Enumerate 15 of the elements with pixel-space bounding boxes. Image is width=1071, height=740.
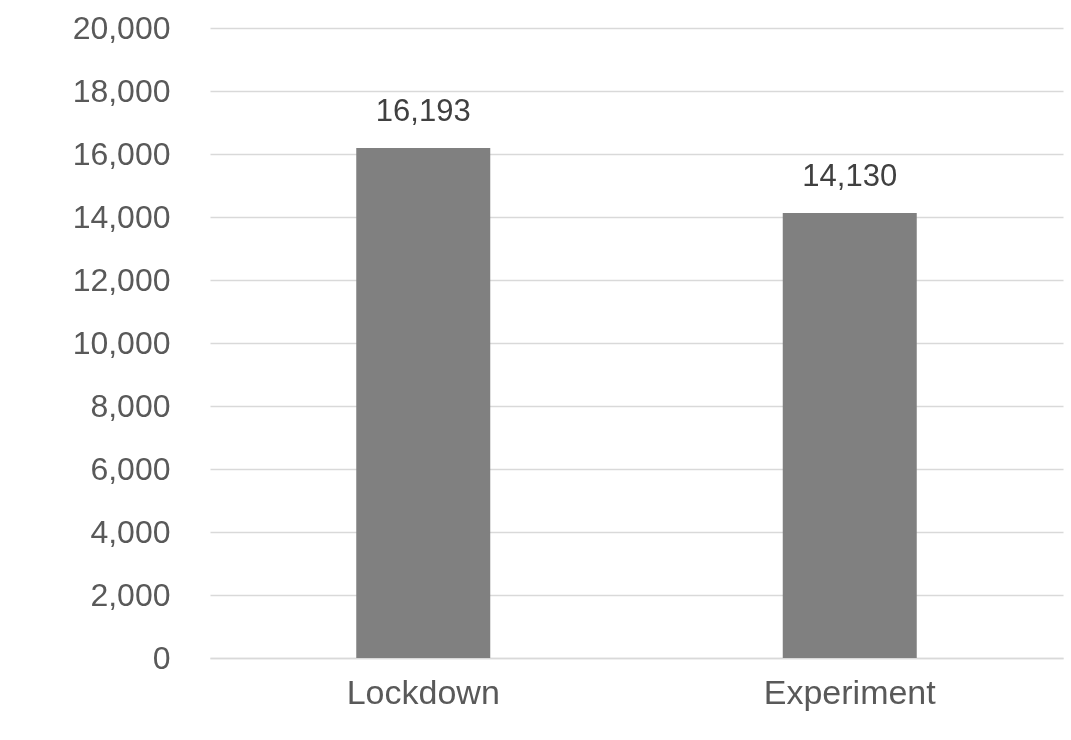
- x-tick-label: Lockdown: [346, 672, 500, 711]
- y-tick-label: 4,000: [90, 513, 171, 550]
- x-tick-label: Experiment: [763, 672, 937, 711]
- y-tick-label: 10,000: [72, 324, 171, 361]
- y-tick-label: 6,000: [90, 450, 171, 487]
- y-tick-label: 16,000: [72, 135, 171, 172]
- data-label: 14,130: [802, 157, 898, 193]
- y-tick-label: 2,000: [90, 576, 171, 613]
- y-tick-label: 12,000: [72, 261, 171, 298]
- y-tick-label: 20,000: [72, 9, 171, 46]
- y-tick-label: 18,000: [72, 72, 171, 109]
- data-label: 16,193: [375, 92, 471, 128]
- y-tick-label: 14,000: [72, 198, 171, 235]
- y-tick-label: 8,000: [90, 387, 171, 424]
- y-tick-label: 0: [152, 639, 171, 676]
